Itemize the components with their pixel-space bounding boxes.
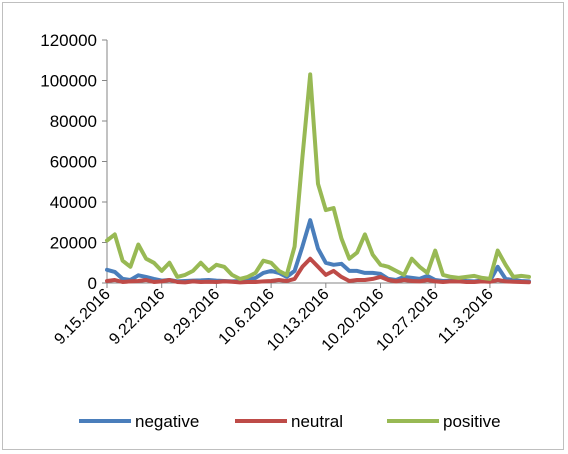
y-tick-label: 100000 <box>40 72 97 91</box>
series-line-negative <box>105 218 531 284</box>
y-axis: 0 20000 40000 60000 80000 100000 120000 <box>40 31 108 293</box>
legend-label-positive: positive <box>443 412 501 431</box>
legend: negative neutral positive <box>79 412 501 431</box>
y-tick-label: 40000 <box>50 193 97 212</box>
chart-frame: 0 20000 40000 60000 80000 100000 120000 9.15.2… <box>2 2 564 450</box>
series-lines <box>105 72 531 285</box>
y-tick-label: 60000 <box>50 153 97 172</box>
y-tick-label: 120000 <box>40 31 97 50</box>
x-tick-label: 9.29.2016 <box>161 286 223 348</box>
y-tick-label: 80000 <box>50 112 97 131</box>
x-axis: 9.15.20169.22.20169.29.201610.6.201610.1… <box>51 282 529 354</box>
y-tick-label: 0 <box>88 274 97 293</box>
legend-label-negative: negative <box>135 412 199 431</box>
series-line-positive <box>105 72 531 281</box>
y-tick-label: 20000 <box>50 234 97 253</box>
x-tick-label: 9.15.2016 <box>51 286 113 348</box>
line-chart: 0 20000 40000 60000 80000 100000 120000 9.15.2… <box>40 31 531 431</box>
x-tick-label: 9.22.2016 <box>106 286 168 348</box>
series-line-neutral <box>105 256 531 285</box>
x-tick-label: 11.3.2016 <box>435 286 497 348</box>
legend-label-neutral: neutral <box>291 412 343 431</box>
